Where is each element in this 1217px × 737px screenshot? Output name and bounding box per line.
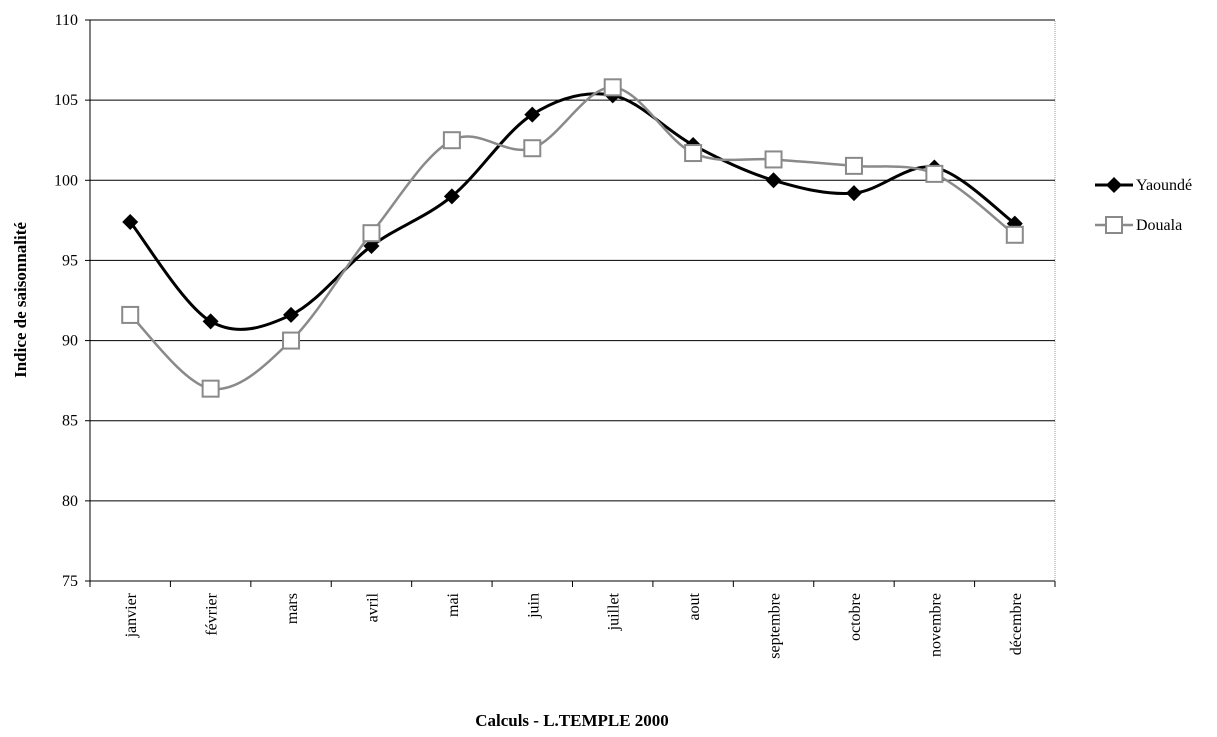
legend-marker	[1105, 216, 1123, 234]
plot-area	[89, 19, 1056, 582]
point	[201, 379, 220, 398]
point	[765, 172, 782, 189]
point	[764, 150, 783, 169]
legend-label: Yaoundé	[1136, 177, 1192, 194]
point	[442, 131, 461, 150]
x-tick-label: juillet	[606, 592, 623, 631]
x-tick-label: aout	[686, 592, 703, 620]
point	[845, 185, 862, 202]
x-tick-label: décembre	[1008, 593, 1025, 655]
y-tick-label: 80	[62, 493, 78, 510]
y-axis-label: Indice de saisonnalité	[11, 222, 30, 378]
x-tick-label: juin	[525, 593, 542, 619]
y-tick-label: 95	[62, 252, 78, 269]
series-line	[129, 92, 1016, 331]
y-tick-label: 75	[62, 573, 78, 590]
y-tick-label: 100	[54, 172, 78, 189]
x-axis-label: Calculs - L.TEMPLE 2000	[475, 711, 669, 730]
point	[122, 213, 139, 230]
x-tick-label: mai	[445, 592, 462, 617]
y-tick-label: 90	[62, 333, 78, 350]
point	[202, 313, 219, 330]
legend-marker	[1106, 177, 1122, 193]
x-tick-label: janvier	[123, 592, 140, 638]
point	[684, 144, 703, 163]
point	[1005, 225, 1024, 244]
legend-label: Douala	[1136, 217, 1182, 234]
x-tick-label: septembre	[767, 593, 784, 659]
x-tick-label: avril	[364, 592, 381, 622]
point	[925, 164, 944, 183]
point	[443, 188, 460, 205]
point	[523, 139, 542, 158]
x-tick-label: novembre	[927, 593, 944, 657]
point	[121, 305, 140, 324]
series-line	[129, 86, 1016, 391]
y-tick-label: 105	[54, 92, 78, 109]
point	[282, 331, 301, 350]
x-tick-label: octobre	[847, 593, 864, 641]
point	[283, 306, 300, 323]
point	[603, 78, 622, 97]
point	[362, 224, 381, 243]
x-tick-label: février	[204, 592, 221, 635]
point	[524, 106, 541, 123]
y-tick-label: 85	[62, 413, 78, 430]
point	[844, 156, 863, 175]
x-tick-label: mars	[284, 593, 301, 624]
y-tick-label: 110	[55, 12, 78, 29]
